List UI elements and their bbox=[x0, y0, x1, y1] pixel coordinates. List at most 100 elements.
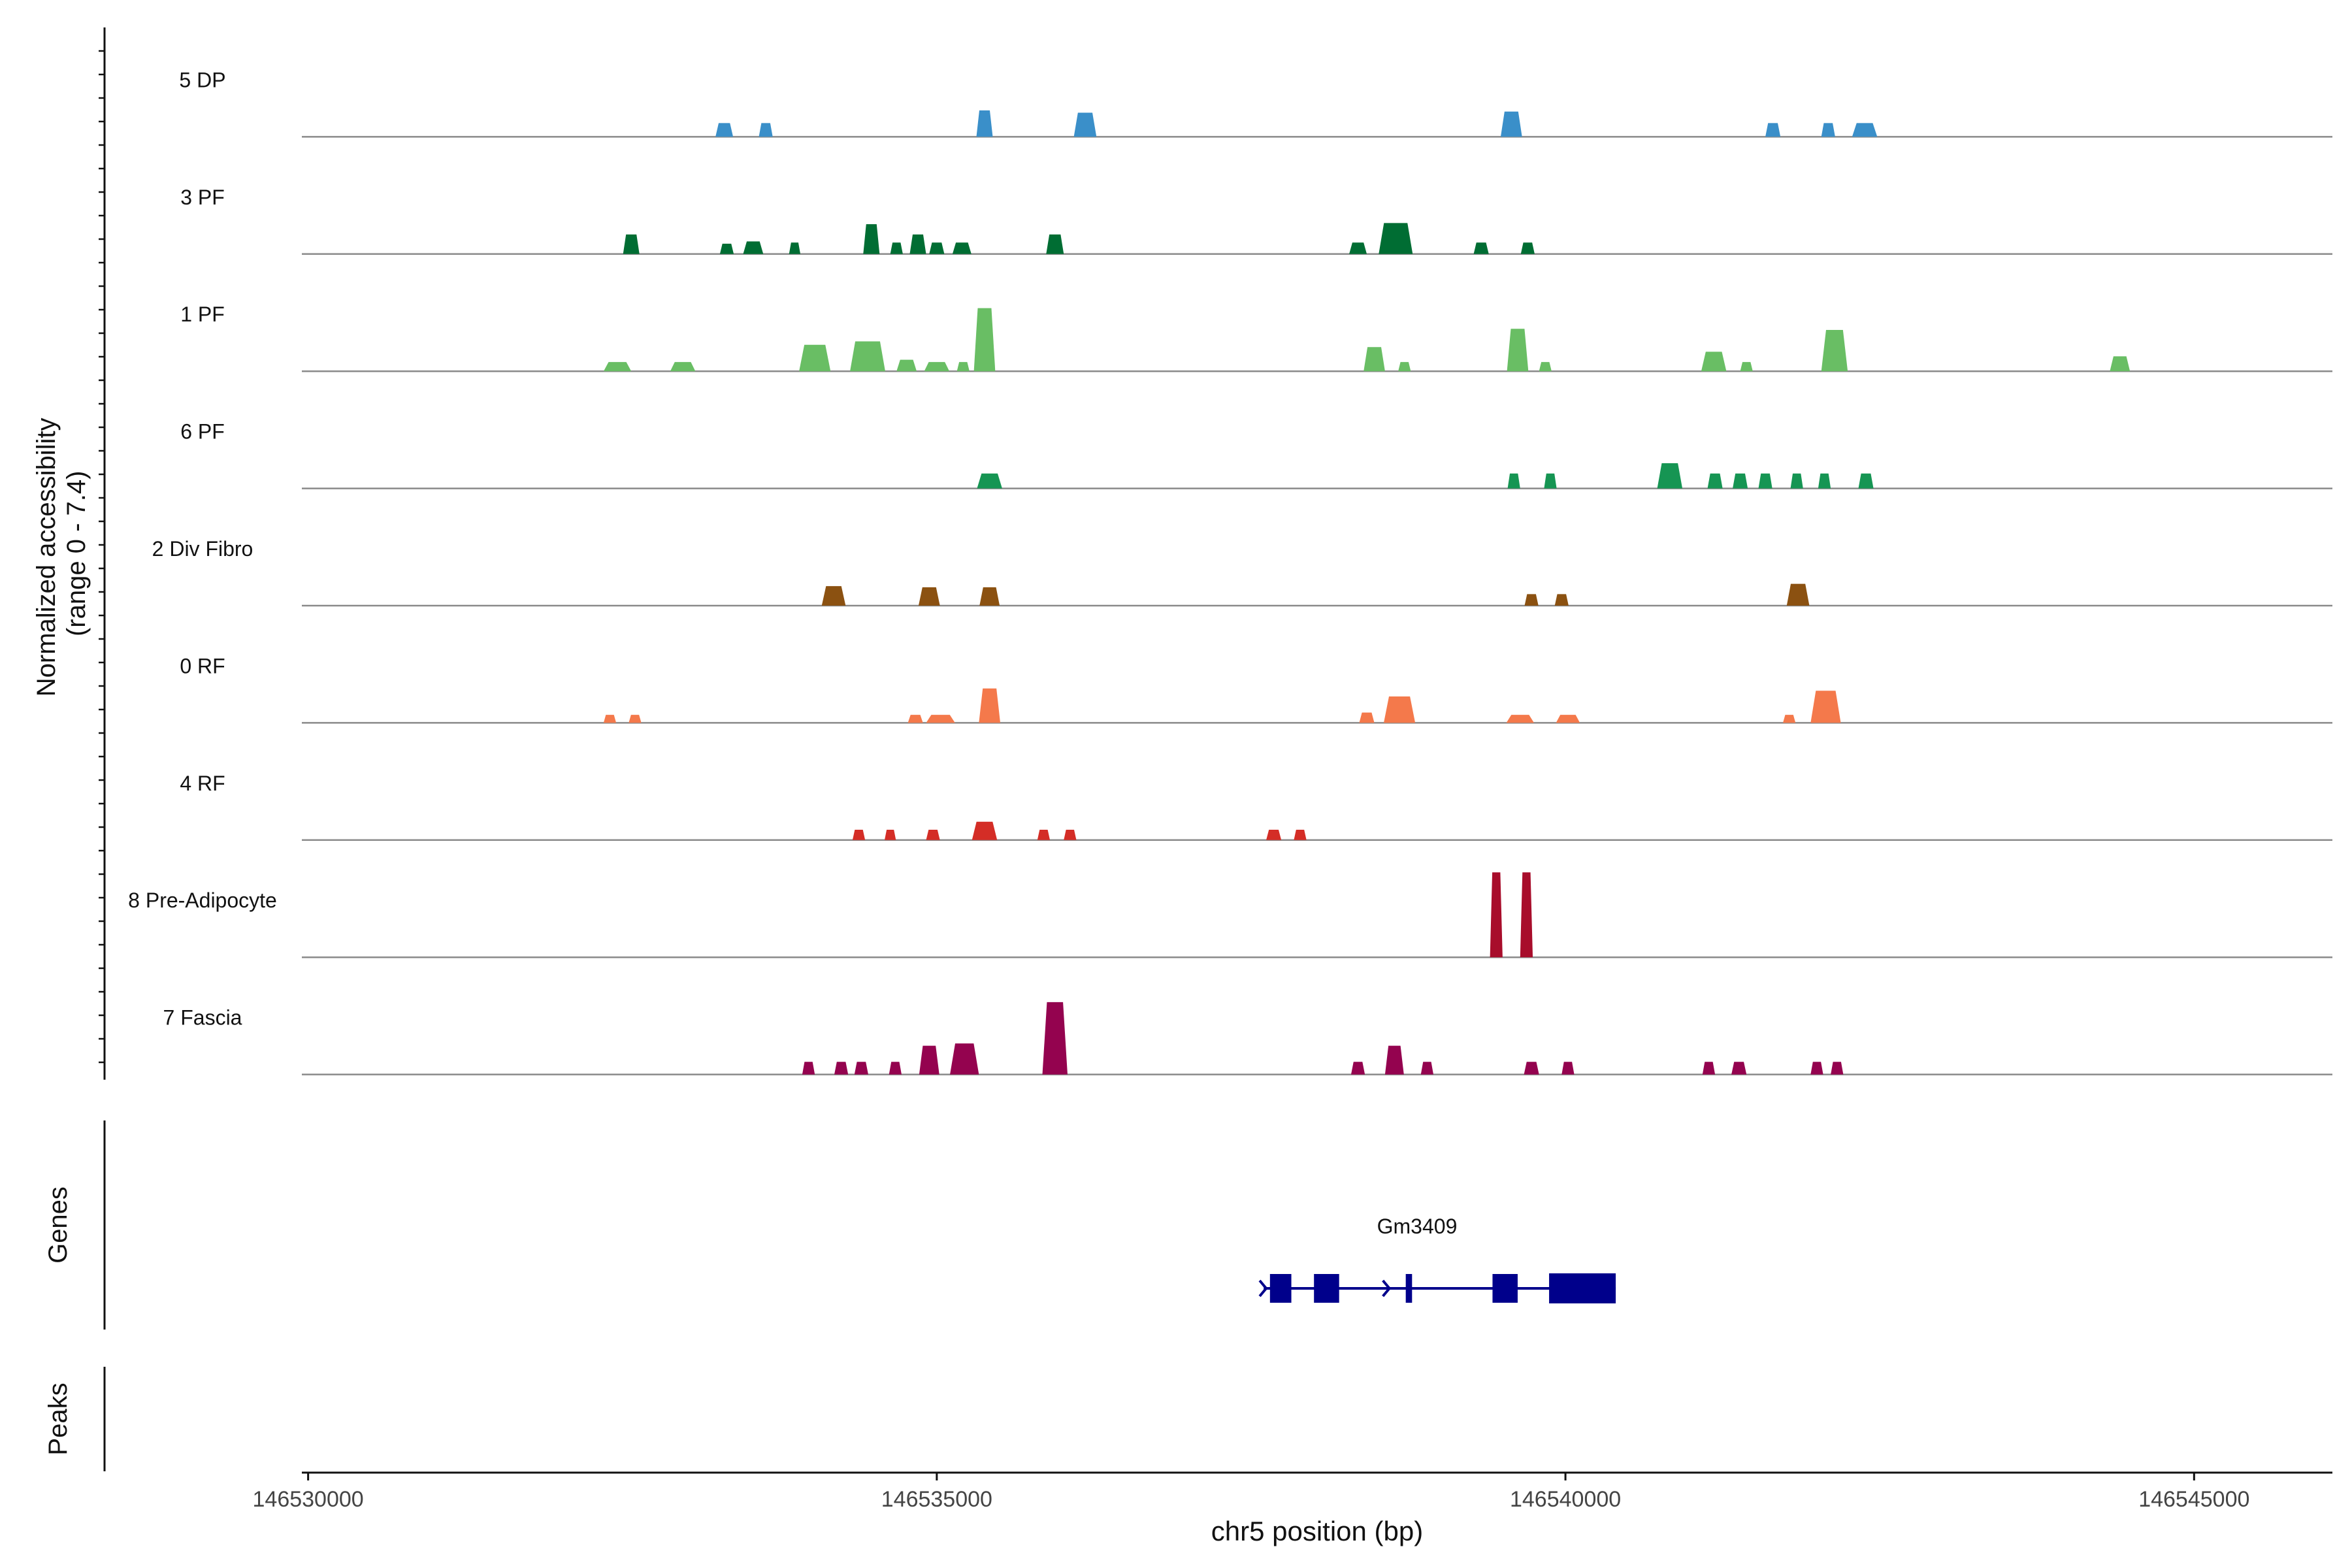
coverage-peak bbox=[956, 362, 970, 372]
track-label: 4 RF bbox=[180, 772, 225, 795]
coverage-peak bbox=[1384, 1045, 1404, 1075]
coverage-peak bbox=[1561, 1062, 1575, 1075]
coverage-peak bbox=[1294, 829, 1307, 840]
coverage-peak bbox=[850, 341, 885, 372]
coverage-peak bbox=[1831, 1062, 1844, 1075]
coverage-peak bbox=[1420, 1062, 1434, 1075]
x-tick-label: 146530000 bbox=[253, 1487, 364, 1512]
strand-arrow bbox=[1382, 1279, 1392, 1298]
coverage-peak bbox=[1064, 829, 1077, 840]
coverage-peak bbox=[852, 829, 866, 840]
coverage-peak bbox=[1810, 691, 1841, 723]
coverage-peak bbox=[799, 344, 831, 372]
x-axis: 146530000 146535000 146540000 146545000 bbox=[253, 1471, 2332, 1512]
coverage-peak bbox=[1852, 123, 1878, 137]
gene-exon bbox=[1492, 1274, 1518, 1303]
track-6-pf: 6 PF bbox=[180, 420, 2332, 489]
coverage-peak bbox=[907, 715, 923, 723]
coverage-peak bbox=[1539, 362, 1552, 372]
coverage-peak bbox=[1821, 123, 1835, 137]
y-axis-title-line2: (range 0 - 7.4) bbox=[62, 471, 91, 636]
coverage-peak bbox=[924, 362, 950, 372]
x-axis-title: chr5 position (bp) bbox=[1211, 1516, 1424, 1546]
coverage-peak bbox=[834, 1062, 849, 1075]
coverage-peak bbox=[1786, 583, 1810, 606]
coverage-peak bbox=[821, 586, 846, 606]
strand-arrow bbox=[1258, 1279, 1268, 1298]
coverage-peak bbox=[1507, 329, 1529, 372]
track-label: 0 RF bbox=[180, 654, 225, 678]
coverage-peak bbox=[603, 362, 632, 372]
coverage-peak bbox=[1740, 362, 1753, 372]
coverage-peak bbox=[1506, 715, 1534, 723]
coverage-peak bbox=[1556, 715, 1580, 723]
coverage-peak bbox=[1783, 715, 1796, 723]
track-7-fascia: 7 Fascia bbox=[163, 1002, 2332, 1075]
x-tick-label: 146540000 bbox=[1510, 1487, 1621, 1512]
track-label: 2 Div Fibro bbox=[152, 537, 253, 561]
track-label: 6 PF bbox=[180, 420, 225, 444]
track-2-div-fibro: 2 Div Fibro bbox=[152, 537, 2332, 607]
track-label: 3 PF bbox=[180, 186, 225, 209]
coverage-peak bbox=[1349, 242, 1367, 254]
coverage-peak bbox=[1707, 473, 1723, 489]
coverage-peak bbox=[1520, 242, 1535, 254]
coverage-peak bbox=[1073, 112, 1097, 137]
coverage-peak bbox=[1266, 829, 1282, 840]
coverage-peak bbox=[1350, 1062, 1365, 1075]
coverage-peak bbox=[1524, 1062, 1539, 1075]
coverage-peak bbox=[979, 587, 1000, 606]
coverage-peak bbox=[1379, 223, 1413, 254]
y-axis-title-line1: Normalized accessibility bbox=[32, 417, 61, 696]
coverage-peak bbox=[929, 242, 945, 254]
coverage-peak bbox=[629, 715, 642, 723]
track-4-rf: 4 RF bbox=[180, 772, 2332, 841]
coverage-peak bbox=[1821, 329, 1848, 372]
coverage-peak bbox=[603, 715, 617, 723]
coverage-peak bbox=[1657, 463, 1683, 489]
coverage-peak bbox=[926, 829, 940, 840]
coverage-peak bbox=[863, 224, 880, 254]
coverage-peak bbox=[979, 688, 1001, 723]
coverage-peak bbox=[1042, 1002, 1068, 1075]
track-label: 7 Fascia bbox=[163, 1006, 242, 1030]
coverage-peak bbox=[1383, 696, 1416, 723]
coverage-peak bbox=[1544, 473, 1557, 489]
genes-panel: Gm3409 bbox=[103, 1120, 1616, 1330]
coverage-peak bbox=[972, 821, 998, 840]
gene-exon bbox=[1405, 1274, 1413, 1303]
y-axis-title: Normalized accessibility (range 0 - 7.4) bbox=[32, 410, 91, 696]
track-label: 8 Pre-Adipocyte bbox=[128, 889, 277, 912]
coverage-peak bbox=[743, 241, 764, 254]
coverage-peak bbox=[918, 587, 940, 606]
coverage-peak bbox=[759, 123, 773, 137]
coverage-peak bbox=[952, 242, 972, 254]
coverage-peak bbox=[896, 359, 917, 372]
genes-panel-title: Genes bbox=[44, 1186, 73, 1264]
coverage-peak bbox=[973, 308, 996, 372]
coverage-peak bbox=[1701, 351, 1727, 372]
peaks-panel-title: Peaks bbox=[44, 1382, 73, 1455]
coverage-peak bbox=[1731, 1062, 1747, 1075]
coverage-peak bbox=[1858, 473, 1874, 489]
track-1-pf: 1 PF bbox=[180, 302, 2332, 372]
coverage-peak bbox=[1702, 1062, 1716, 1075]
coverage-peak bbox=[670, 362, 696, 372]
coverage-peak bbox=[1554, 594, 1569, 606]
coverage-peak bbox=[715, 123, 734, 137]
coverage-peak bbox=[719, 243, 734, 254]
coverage-peak bbox=[977, 473, 1002, 489]
track-label: 1 PF bbox=[180, 302, 225, 326]
coverage-peak bbox=[1037, 829, 1051, 840]
gene-exon bbox=[1549, 1273, 1616, 1303]
coverage-peak bbox=[1500, 111, 1522, 137]
coverage-peak bbox=[926, 715, 955, 723]
coverage-peak bbox=[1398, 362, 1411, 372]
gene-exon bbox=[1314, 1274, 1339, 1303]
track-0-rf: 0 RF bbox=[180, 654, 2332, 724]
coverage-peak bbox=[1046, 234, 1064, 254]
coverage-peak bbox=[623, 234, 640, 254]
coverage-peak bbox=[976, 110, 993, 137]
coverage-peak bbox=[889, 1062, 902, 1075]
